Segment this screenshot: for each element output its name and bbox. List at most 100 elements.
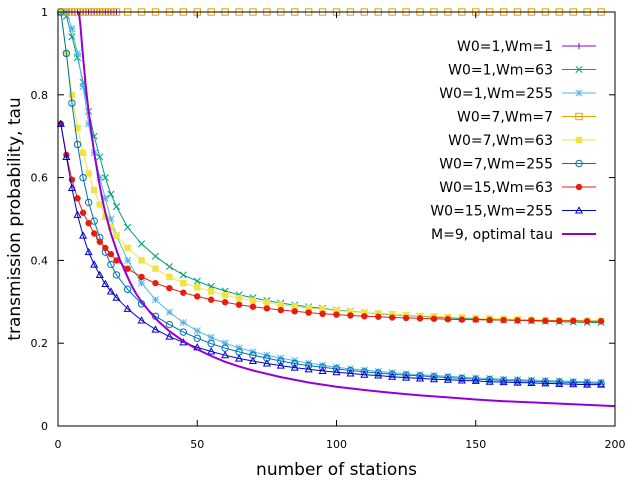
data-point	[458, 316, 466, 323]
data-point	[263, 305, 271, 312]
data-point	[67, 183, 76, 192]
data-point	[486, 316, 493, 324]
data-point	[107, 250, 115, 258]
legend-swatch-marker	[575, 65, 583, 74]
data-point	[346, 369, 355, 377]
data-point	[485, 377, 494, 385]
y-tick-label: 1	[41, 6, 48, 19]
series-line	[60, 11, 602, 383]
data-point	[375, 310, 382, 317]
data-point	[528, 317, 535, 324]
data-point	[165, 320, 174, 329]
data-point	[74, 195, 81, 202]
data-point	[112, 293, 121, 301]
data-point	[85, 120, 93, 128]
legend-label: W0=1,Wm=63	[448, 63, 553, 79]
data-point	[457, 376, 466, 384]
data-point	[107, 215, 115, 223]
data-point	[137, 316, 146, 324]
data-point	[333, 307, 340, 314]
data-point	[221, 299, 229, 306]
legend-item: W0=7,Wm=255	[439, 157, 596, 173]
data-point	[62, 49, 71, 58]
data-point	[207, 347, 216, 355]
data-point	[375, 313, 382, 320]
data-point	[193, 334, 201, 342]
data-point	[194, 284, 201, 291]
y-tick-label: 0.6	[31, 172, 49, 185]
data-point	[151, 252, 160, 260]
data-point	[597, 318, 605, 325]
legend-label: W0=7,Wm=255	[439, 157, 553, 173]
data-point	[68, 25, 76, 33]
data-point	[597, 379, 605, 388]
data-point	[542, 317, 549, 325]
y-tick-label: 0.8	[31, 89, 49, 102]
legend-item: W0=15,Wm=255	[430, 204, 596, 220]
data-point	[500, 316, 507, 324]
data-point	[124, 244, 131, 252]
data-point	[416, 315, 424, 322]
data-point	[165, 332, 174, 340]
data-point	[444, 373, 452, 382]
data-point	[124, 223, 132, 231]
data-point	[56, 119, 65, 127]
data-point	[235, 301, 243, 308]
data-point	[68, 99, 76, 107]
data-point	[388, 372, 397, 380]
data-point	[138, 257, 145, 264]
data-point	[514, 317, 521, 324]
data-point	[101, 279, 110, 288]
data-point	[570, 317, 577, 325]
data-point	[101, 174, 109, 182]
data-point	[555, 378, 563, 386]
legend-label: M=9, optimal tau	[431, 227, 553, 243]
data-point	[541, 378, 550, 386]
data-point	[291, 359, 299, 368]
data-point	[96, 153, 104, 161]
data-point	[180, 279, 187, 287]
data-point	[416, 372, 424, 380]
data-point	[347, 312, 354, 319]
legend-label: W0=1,Wm=1	[457, 39, 553, 55]
data-point	[583, 318, 591, 325]
series-line	[60, 123, 602, 386]
legend-item: W0=1,Wm=255	[439, 86, 596, 102]
x-tick-label: 150	[465, 438, 486, 451]
data-point	[207, 333, 215, 341]
data-point	[96, 201, 103, 208]
data-point	[276, 361, 285, 369]
data-point	[152, 265, 159, 272]
legend-label: W0=15,Wm=255	[430, 204, 553, 220]
data-point	[102, 244, 109, 252]
x-tick-label: 100	[326, 438, 347, 451]
data-point	[166, 273, 173, 281]
data-point	[112, 271, 121, 279]
legend-swatch-marker	[575, 112, 583, 121]
data-point	[361, 309, 368, 316]
data-point	[290, 363, 299, 371]
data-point	[332, 363, 341, 371]
data-point	[151, 325, 160, 333]
data-point	[513, 378, 522, 386]
series-line	[77, 11, 616, 408]
legend-item: W0=1,Wm=1	[457, 39, 596, 55]
data-point	[207, 296, 215, 303]
data-point	[113, 257, 120, 264]
data-point	[207, 288, 215, 295]
data-point	[96, 238, 103, 245]
data-point	[112, 203, 121, 211]
data-point	[79, 209, 87, 216]
legend-swatch-marker	[575, 136, 583, 144]
legend-swatch-marker	[575, 159, 583, 168]
data-point	[304, 365, 313, 373]
data-point	[84, 247, 93, 256]
y-tick-label: 0.2	[31, 337, 49, 350]
data-point	[137, 279, 146, 287]
legend-item: W0=15,Wm=63	[439, 180, 596, 196]
legend-swatch-marker	[575, 183, 583, 191]
data-point	[472, 316, 479, 323]
data-point	[583, 379, 591, 387]
data-point	[79, 231, 88, 239]
